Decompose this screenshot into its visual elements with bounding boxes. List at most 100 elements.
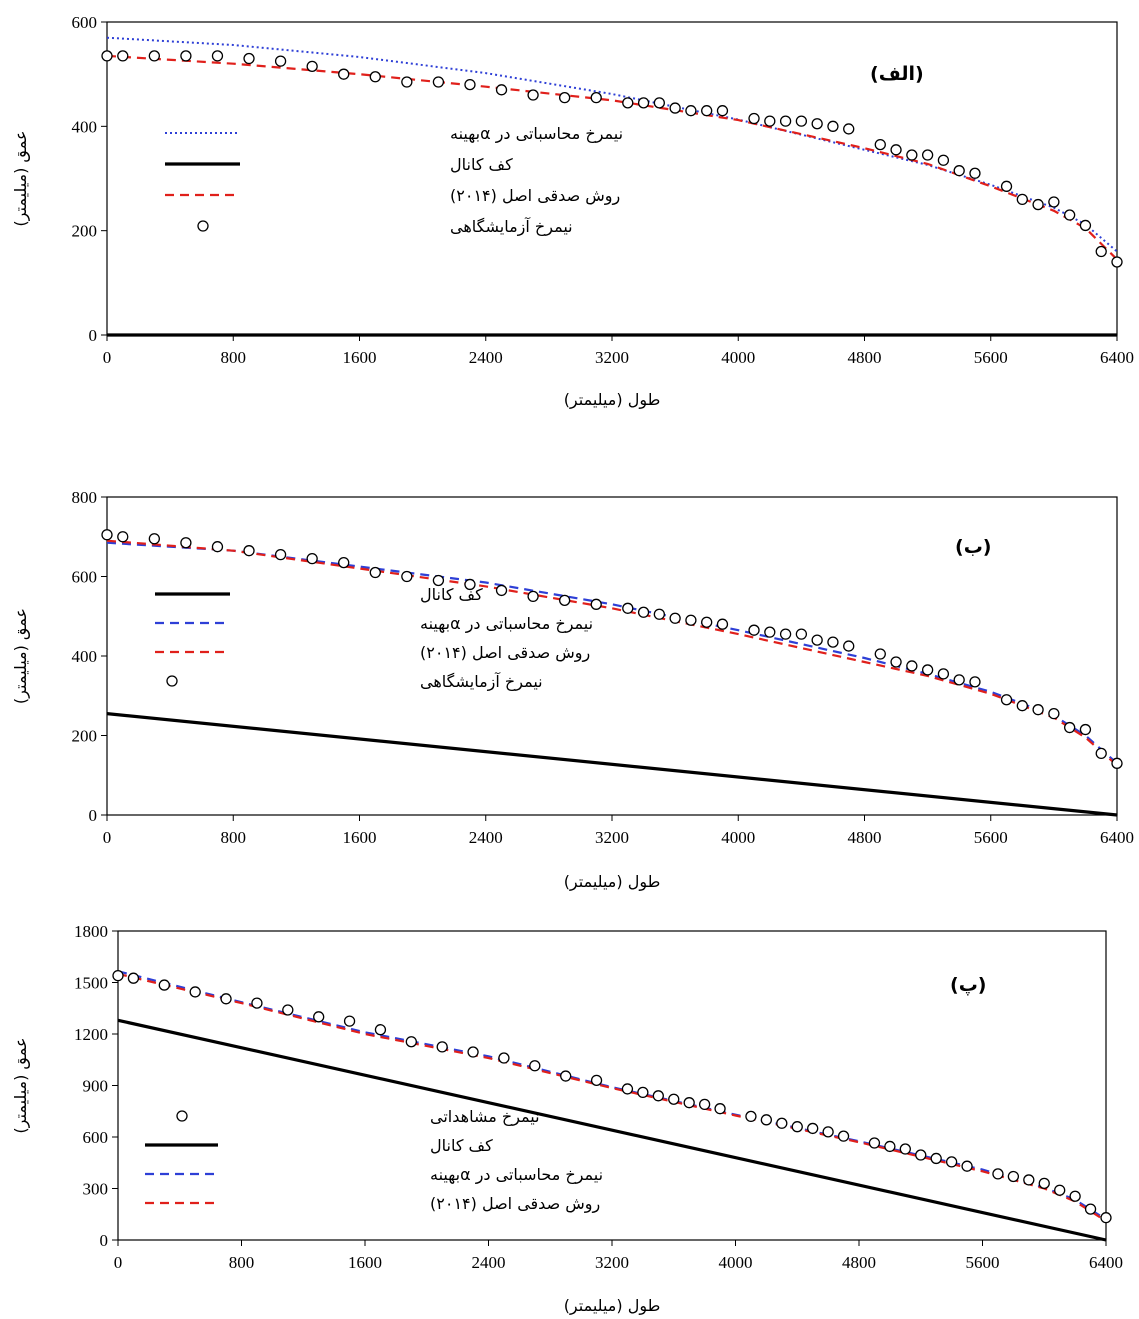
data-point [274,548,287,561]
data-point [117,50,129,62]
data-point [961,1160,973,1172]
y-tick-label: 0 [89,806,98,825]
data-point [401,76,413,88]
data-point [369,71,381,83]
x-tick-label: 800 [229,1253,255,1272]
x-tick-label: 4000 [719,1253,753,1272]
data-point [1048,707,1060,720]
data-point [590,91,602,104]
x-tick-label: 2400 [469,828,503,847]
data-point [343,1015,356,1027]
data-point [621,1083,634,1095]
data-point [243,52,255,65]
data-point [148,50,160,62]
data-point [701,105,713,117]
data-point [748,624,760,636]
series-line-sedghi [106,54,1118,261]
data-point [930,1152,942,1165]
x-tick-label: 5600 [966,1253,1000,1272]
data-point [716,618,729,630]
data-point [211,50,224,62]
panel-label: (پ) [950,974,986,996]
x-tick-label: 3200 [595,828,629,847]
data-point [148,533,160,545]
data-point [1064,721,1076,734]
data-point [1016,193,1028,206]
data-point [274,55,287,67]
data-point [432,76,445,88]
x-tick-label: 800 [221,348,247,367]
data-point [369,566,381,579]
data-point [1079,219,1092,232]
data-point [1016,700,1028,712]
data-point [748,112,760,125]
data-point [432,574,445,587]
x-tick-label: 0 [114,1253,123,1272]
data-point [313,1011,325,1023]
data-point [811,118,823,130]
panel-label: (الف) [870,63,924,85]
data-point [698,1098,711,1111]
y-axis-label: عمق (میلیمتر) [11,130,31,226]
x-tick-label: 6400 [1100,828,1134,847]
data-point [837,1130,850,1142]
legend-label-obs: نیمرخ آزمایشگاهی [450,217,573,237]
data-point [779,115,792,127]
data-point [1038,1177,1050,1189]
data-point [401,570,413,583]
data-point [899,1143,911,1155]
data-point [637,606,650,618]
data-point [1095,245,1107,258]
y-tick-label: 0 [100,1231,109,1250]
y-tick-label: 600 [72,13,98,32]
data-point [436,1041,448,1053]
data-point [117,531,129,543]
data-point [868,1137,881,1149]
data-point [590,1074,603,1086]
data-point [495,84,508,96]
data-point [189,986,201,998]
x-tick-label: 2400 [469,348,503,367]
data-point [884,1140,896,1153]
data-point [653,97,665,109]
chart-panel-2: 0 800 1600 2400 3200 4000 4800 5600 6400 0 200 400 6… [11,488,1134,892]
y-tick-label: 200 [72,727,98,746]
x-axis-label: طول (میلیمتر) [564,390,661,410]
x-tick-label: 0 [103,828,112,847]
data-point [467,1046,479,1058]
y-tick-label: 1200 [74,1025,108,1044]
data-point [527,89,539,101]
data-point [180,537,192,549]
data-point [1007,1170,1020,1183]
data-point [282,1004,294,1016]
data-point [795,115,808,127]
data-point [906,660,918,672]
data-point [338,556,350,569]
y-tick-label: 600 [72,568,98,587]
chart-panel-3: 0 800 1600 2400 3200 4000 4800 5600 6400 0 300 600 9… [11,922,1123,1316]
data-point [180,50,192,62]
legend-label-calc: نیمرخ محاسباتی در αبهینه [450,124,623,144]
data-point [622,602,634,614]
legend-label-calc: نیمرخ محاسباتی در αبهینه [430,1165,603,1185]
y-tick-label: 0 [89,326,98,345]
data-point [1032,198,1044,211]
data-point [529,1060,541,1072]
data-point [1079,723,1092,736]
data-point [1100,1212,1112,1224]
data-point [559,594,571,606]
x-tick-label: 3200 [595,1253,629,1272]
x-axis-label: طول (میلیمتر) [564,872,661,892]
data-point [101,50,113,62]
data-point [716,105,729,117]
data-point [890,144,902,156]
data-point [637,1086,649,1099]
data-point [701,616,713,628]
data-point [937,668,950,680]
data-point [683,1097,695,1109]
data-point [1069,1190,1081,1202]
data-point [764,115,776,127]
data-point [211,541,224,553]
legend-label-obs: نیمرخ آزمایشگاهی [420,672,543,692]
